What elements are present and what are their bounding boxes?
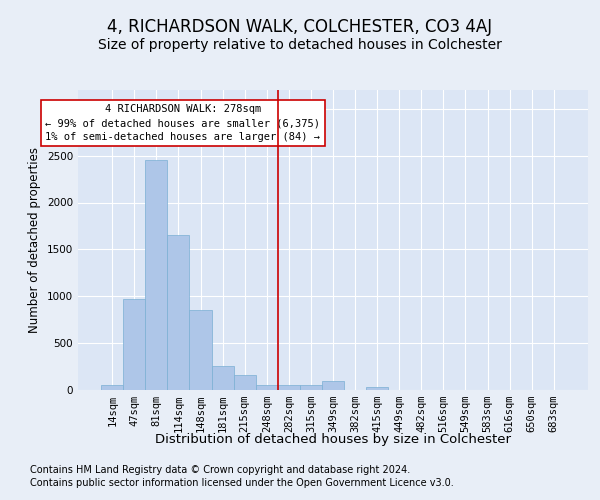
Text: 4 RICHARDSON WALK: 278sqm
← 99% of detached houses are smaller (6,375)
1% of sem: 4 RICHARDSON WALK: 278sqm ← 99% of detac…: [46, 104, 320, 142]
Text: Contains HM Land Registry data © Crown copyright and database right 2024.: Contains HM Land Registry data © Crown c…: [30, 465, 410, 475]
Text: 4, RICHARDSON WALK, COLCHESTER, CO3 4AJ: 4, RICHARDSON WALK, COLCHESTER, CO3 4AJ: [107, 18, 493, 36]
Text: Size of property relative to detached houses in Colchester: Size of property relative to detached ho…: [98, 38, 502, 52]
Bar: [212, 366, 233, 390]
Bar: [233, 375, 256, 390]
Bar: [145, 160, 167, 390]
Bar: [366, 387, 388, 390]
Bar: [167, 236, 190, 390]
Bar: [101, 386, 123, 390]
Bar: [123, 298, 145, 390]
Bar: [190, 310, 212, 390]
Bar: [256, 386, 278, 390]
Text: Distribution of detached houses by size in Colchester: Distribution of detached houses by size …: [155, 432, 511, 446]
Bar: [278, 386, 300, 390]
Y-axis label: Number of detached properties: Number of detached properties: [28, 147, 41, 333]
Text: Contains public sector information licensed under the Open Government Licence v3: Contains public sector information licen…: [30, 478, 454, 488]
Bar: [322, 380, 344, 390]
Bar: [300, 386, 322, 390]
